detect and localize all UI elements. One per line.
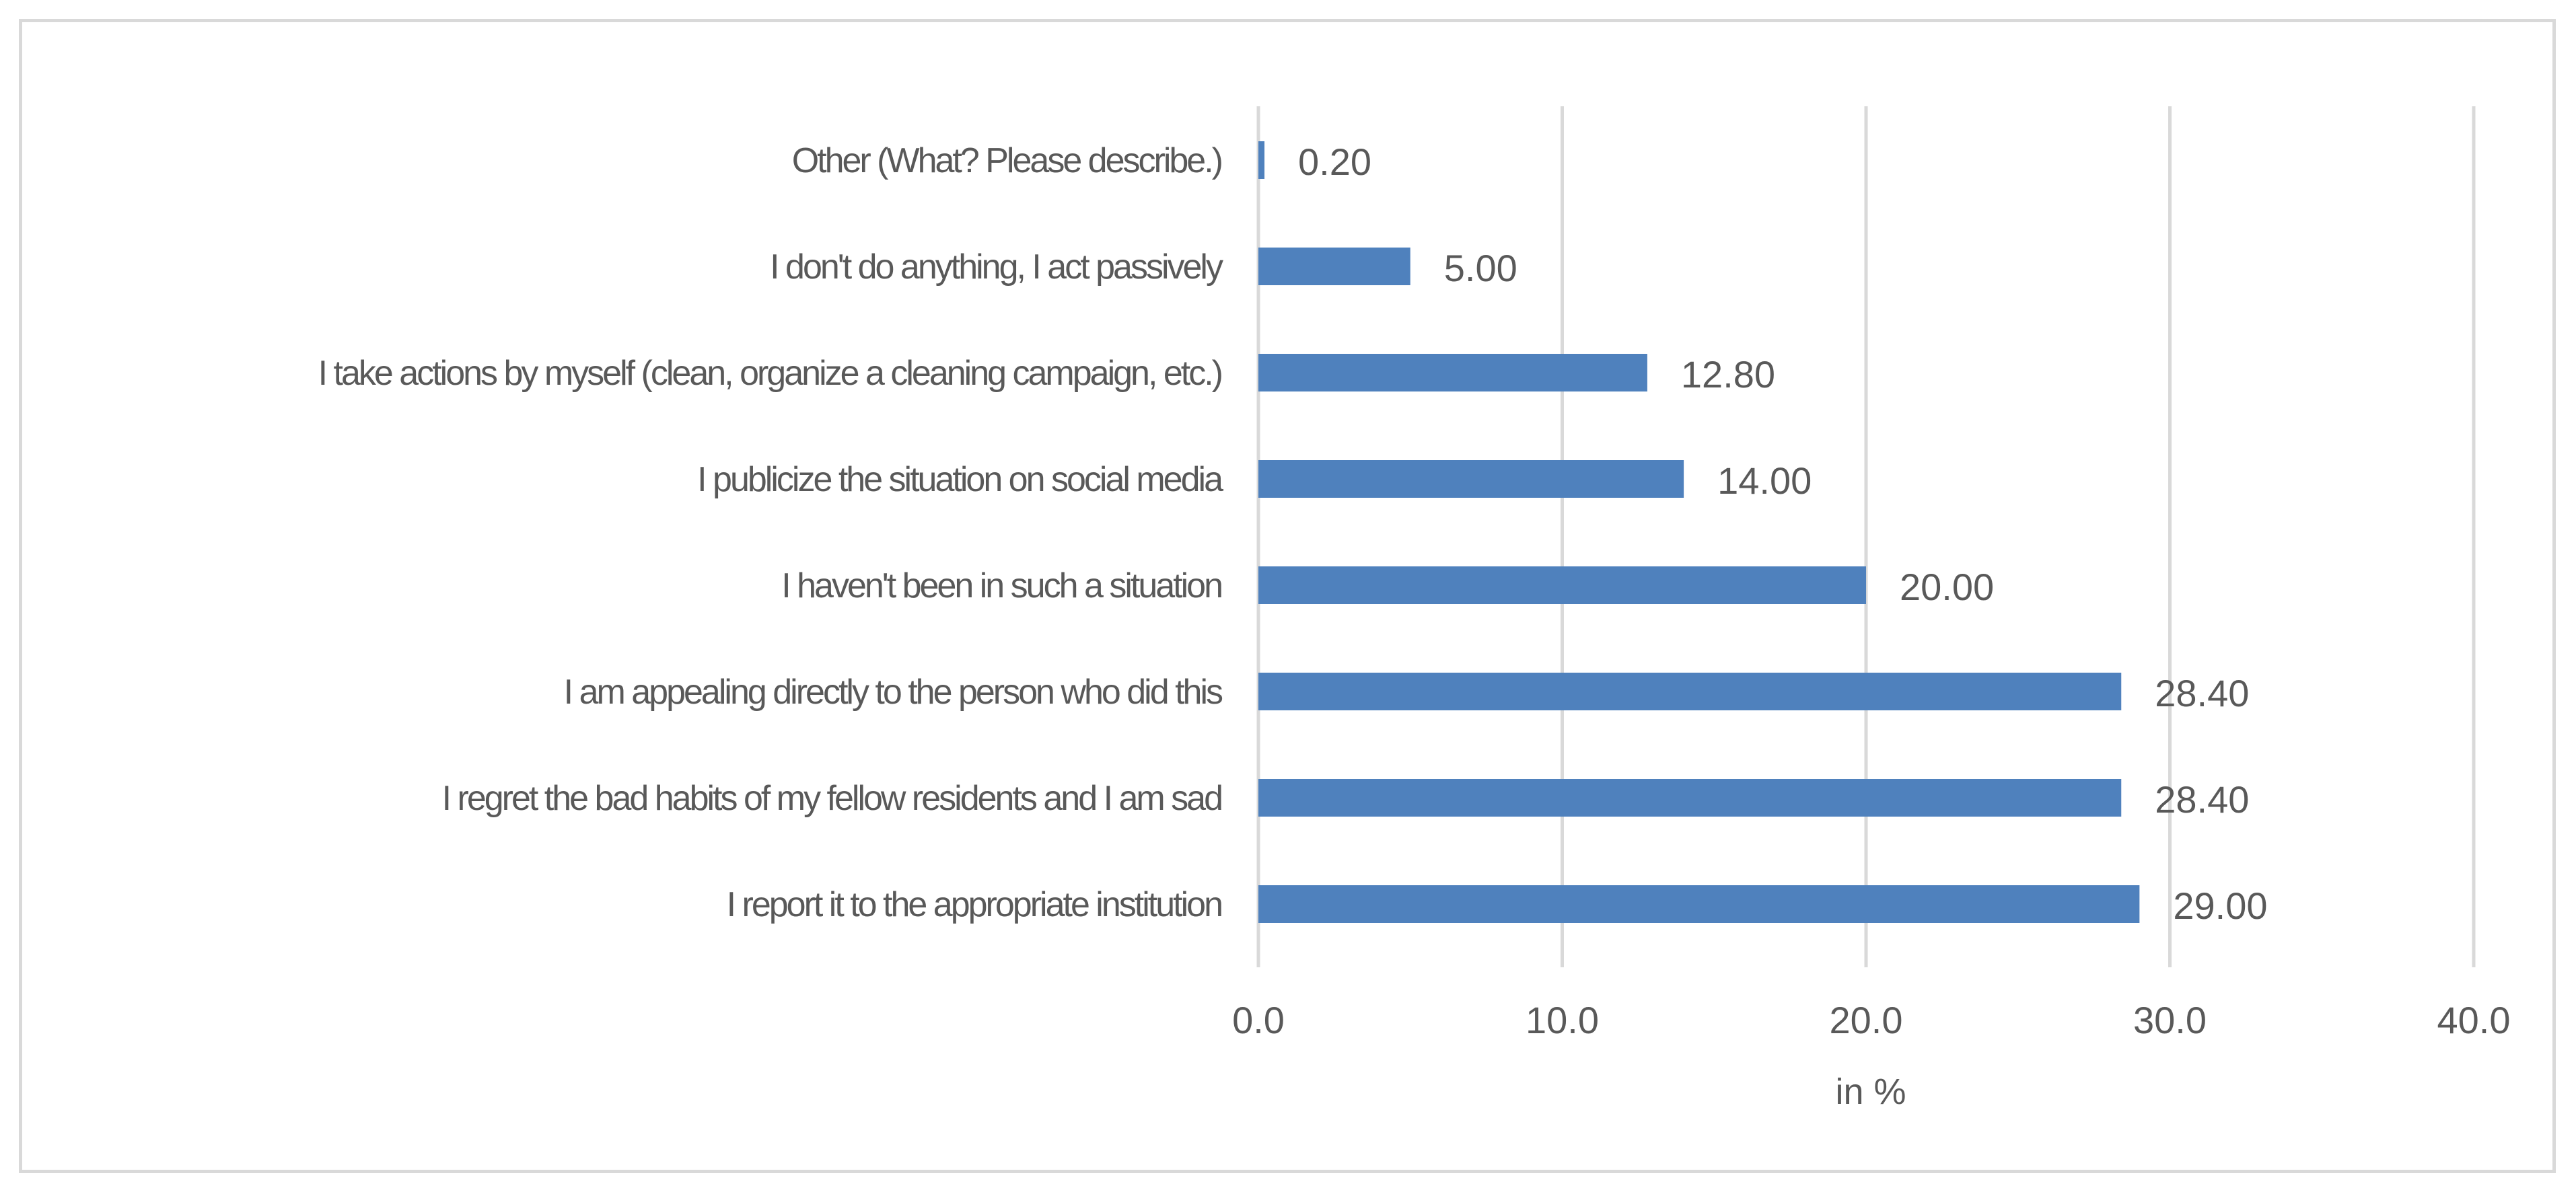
bar [1258, 354, 1647, 391]
x-tick-label: 10.0 [1526, 999, 1599, 1041]
category-label: I don't do anything, I act passively [770, 248, 1223, 287]
bars [1258, 141, 2140, 923]
bar [1258, 141, 1265, 179]
value-label: 20.00 [1900, 566, 1994, 608]
category-label: I regret the bad habits of my fellow res… [442, 779, 1221, 818]
x-tick-label: 20.0 [1830, 999, 1903, 1041]
x-axis-title: in % [1835, 1072, 1906, 1112]
bar [1258, 248, 1410, 285]
bar [1258, 885, 2140, 923]
gridlines [1256, 106, 2476, 967]
category-label: I haven't been in such a situation [781, 566, 1221, 605]
value-labels: 0.20 5.00 12.80 14.00 20.00 28.40 28.40 29.00 [1298, 141, 2267, 927]
bar-chart: Other (What? Please describe.) I don't do… [318, 106, 2511, 1112]
value-label: 14.00 [1717, 459, 1812, 502]
x-tick-labels: 0.0 10.0 20.0 30.0 40.0 [1232, 999, 2510, 1041]
chart-frame: Other (What? Please describe.) I don't do… [19, 19, 2556, 1173]
x-tick-label: 40.0 [2437, 999, 2511, 1041]
value-label: 28.40 [2155, 778, 2249, 821]
value-label: 28.40 [2155, 672, 2249, 714]
bar [1258, 460, 1684, 498]
value-label: 12.80 [1681, 353, 1775, 396]
value-label: 0.20 [1298, 141, 1371, 183]
x-tick-label: 0.0 [1232, 999, 1285, 1041]
bar [1258, 779, 2122, 817]
category-label: Other (What? Please describe.) [792, 141, 1222, 180]
bar [1258, 673, 2122, 710]
value-label: 5.00 [1444, 247, 1517, 289]
x-tick-label: 30.0 [2133, 999, 2207, 1041]
value-label: 29.00 [2173, 885, 2267, 927]
category-label: I take actions by myself (clean, organiz… [318, 354, 1222, 393]
category-label: I publicize the situation on social medi… [697, 460, 1223, 499]
bar [1258, 566, 1866, 604]
category-label: I am appealing directly to the person wh… [564, 673, 1223, 712]
category-labels: Other (What? Please describe.) I don't do… [318, 141, 1225, 924]
category-label: I report it to the appropriate instituti… [727, 885, 1221, 924]
